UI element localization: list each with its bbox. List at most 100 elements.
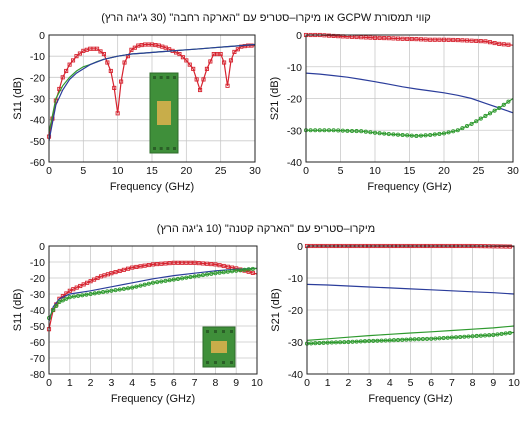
data-point [420, 337, 425, 342]
data-point [218, 52, 223, 57]
pcb-via [159, 147, 163, 150]
pcb-via [230, 330, 233, 333]
x-tick-label: 1 [67, 377, 73, 389]
data-point [150, 280, 156, 285]
y-axis-label: S11 (dB) [12, 77, 24, 120]
series-line [48, 267, 258, 319]
plot-frame [48, 34, 256, 163]
data-point [115, 111, 120, 116]
data-point [483, 39, 488, 44]
data-point [117, 287, 122, 292]
data-point [497, 41, 502, 46]
data-point [391, 338, 396, 343]
data-point [200, 273, 205, 278]
data-point [482, 333, 488, 338]
data-point [308, 128, 313, 133]
data-point [101, 290, 106, 295]
data-point [60, 75, 65, 80]
data-point [138, 264, 143, 269]
data-point [474, 38, 479, 43]
data-point [74, 54, 79, 59]
data-point [386, 36, 391, 41]
data-point [225, 83, 230, 88]
pcb-via [159, 76, 163, 79]
pcb-via [230, 361, 233, 364]
data-point [92, 291, 97, 296]
data-point [501, 102, 506, 107]
data-point [432, 37, 437, 42]
data-point [108, 68, 113, 74]
data-point [492, 108, 497, 113]
data-point [400, 36, 405, 41]
data-point [379, 338, 384, 343]
data-point [460, 38, 465, 43]
data-point [171, 277, 176, 282]
series-green-2 [46, 266, 258, 321]
data-point [51, 307, 56, 313]
data-point [441, 37, 447, 42]
data-point [329, 340, 334, 345]
data-point [217, 263, 222, 268]
x-axis-label: Frequency (GHz) [111, 393, 195, 405]
x-tick-label: 15 [404, 165, 416, 177]
data-point [64, 296, 69, 301]
data-point [187, 62, 192, 67]
data-point [349, 128, 355, 134]
y-tick-label: -30 [288, 337, 303, 349]
data-point [487, 111, 493, 116]
data-point [109, 271, 114, 276]
data-point [409, 133, 414, 138]
data-point [346, 339, 351, 345]
data-point [213, 271, 218, 276]
x-tick-label: 3 [108, 377, 114, 389]
data-point [159, 279, 164, 284]
data-point [138, 283, 143, 288]
data-point [437, 37, 442, 42]
data-point [400, 132, 405, 138]
data-point [340, 128, 345, 133]
y-axis-label: S21 (dB) [270, 288, 282, 331]
data-point [455, 128, 460, 133]
data-point [238, 268, 243, 273]
data-point [487, 333, 492, 338]
data-point [84, 292, 89, 297]
data-point [221, 270, 226, 275]
data-point [418, 133, 424, 138]
x-tick-label: 20 [438, 165, 450, 177]
chart-bottom-left: 0 1 2 3 4 5 6 7 8 9 10 0 -10 -20 -30 -40 -50 -60 -70 -80 Fre… [12, 241, 263, 405]
series-line [306, 283, 515, 295]
data-point [326, 33, 332, 38]
series-blue-1 [306, 283, 515, 295]
x-tick-label: 30 [249, 165, 261, 177]
data-point [125, 286, 131, 291]
data-point [372, 130, 378, 135]
x-tick-label: 5 [80, 165, 86, 177]
data-point [163, 261, 168, 266]
data-point [433, 336, 438, 341]
y-tick-label: -40 [288, 369, 303, 381]
data-point [478, 333, 483, 338]
data-point [155, 262, 160, 267]
data-point [460, 126, 465, 131]
data-point [391, 36, 396, 41]
data-point [362, 339, 368, 344]
data-point [446, 37, 451, 42]
data-point [198, 87, 203, 93]
x-tick-label: 10 [112, 165, 124, 177]
data-point [113, 270, 118, 275]
data-point [194, 77, 199, 82]
data-point [64, 68, 69, 74]
data-point [167, 261, 172, 266]
data-point [235, 47, 240, 52]
data-point [487, 40, 493, 45]
data-point [60, 298, 65, 303]
data-point [451, 37, 456, 43]
data-point [132, 45, 137, 50]
x-tick-label: 0 [46, 165, 52, 177]
data-point [395, 36, 401, 41]
data-point [371, 338, 376, 343]
data-point [67, 62, 72, 67]
data-point [449, 335, 454, 340]
x-tick-label: 4 [129, 377, 135, 389]
y-tick-label: -10 [287, 62, 302, 74]
